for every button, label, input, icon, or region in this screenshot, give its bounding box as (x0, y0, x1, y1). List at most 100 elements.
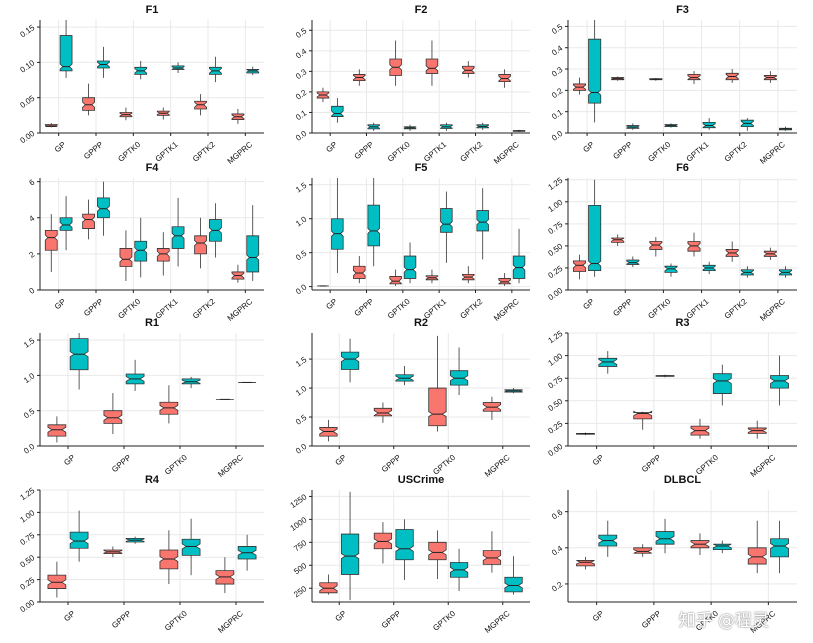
box-gptk0-teal (134, 60, 148, 80)
box-body (588, 38, 602, 104)
x-tick-label: GP (591, 609, 606, 623)
x-tick-label: GP (62, 609, 77, 623)
box-gppp-teal (367, 122, 380, 131)
y-tick-label: 0.25 (546, 264, 564, 281)
box-gptk2-teal (209, 203, 222, 258)
box-body (103, 410, 123, 424)
box-gptk2-red (462, 266, 475, 284)
y-tick-label: 0.50 (18, 553, 36, 570)
y-tick-label: 1.5 (294, 355, 309, 369)
box-gptk2-teal (740, 266, 754, 278)
y-tick-label: 0.4 (550, 43, 565, 57)
box-body (747, 547, 767, 565)
x-tick-label: GPTK0 (386, 140, 412, 164)
panel-title: F1 (146, 4, 159, 16)
box-body (134, 240, 148, 262)
y-tick-label: 1000 (289, 515, 309, 533)
box-gptk2-red (194, 217, 207, 269)
y-tick-label: 1.5 (294, 180, 309, 194)
box-gppp-teal (655, 374, 675, 378)
x-tick-label: GPPP (611, 140, 634, 161)
box-gptk1-teal (171, 197, 185, 267)
x-tick-label: GPTK0 (116, 297, 142, 321)
box-body (428, 387, 447, 427)
panel-title: R2 (414, 317, 428, 329)
box-gptk0-red (428, 530, 447, 580)
box-gptk0-red (159, 385, 179, 424)
box-mgprc-teal (246, 205, 260, 281)
y-tick-label: 0.0 (550, 129, 565, 143)
y-tick-label: 1250 (289, 492, 309, 510)
x-tick-label: MGPRC (216, 609, 245, 635)
box-mgprc-red (231, 108, 245, 124)
box-gptk1-red (687, 232, 701, 257)
box-gppp-red (373, 402, 393, 423)
x-tick-label: GPTK2 (191, 297, 217, 321)
box-gp-teal (59, 20, 73, 78)
box-body (462, 65, 475, 74)
x-tick-label: GP (333, 453, 348, 467)
y-tick-label: 1.0 (294, 384, 309, 398)
y-tick-label: 0.0 (294, 129, 309, 143)
box-gptk0-teal (403, 124, 417, 131)
y-tick-label: 1.00 (546, 351, 564, 368)
box-mgprc-teal (770, 520, 789, 574)
box-gppp-red (353, 69, 366, 86)
box-gp-red (44, 214, 58, 272)
y-tick-label: 0.0 (294, 282, 309, 296)
box-gppp-teal (626, 256, 640, 268)
x-tick-label: GP (333, 609, 348, 623)
box-gptk2-red (462, 61, 475, 78)
box-body (403, 255, 417, 279)
x-tick-label: GPPP (353, 140, 376, 161)
x-tick-label: MGPRC (492, 297, 521, 323)
box-gptk0-teal (712, 540, 732, 554)
y-tick-label: 0.1 (550, 107, 565, 121)
box-body (395, 529, 414, 561)
box-body (576, 560, 595, 567)
x-tick-label: GPTK1 (685, 140, 711, 164)
y-tick-label: 0.6 (550, 507, 565, 521)
y-tick-label: 6 (28, 177, 37, 187)
box-gptk0-red (690, 418, 710, 439)
x-tick-label: GP (324, 297, 339, 311)
y-tick-label: 0.25 (546, 419, 564, 436)
panel-title: R4 (145, 474, 160, 486)
panel-f2: F2 0.0 0.1 0.2 0.3 0.4 0.5 GP GPPP GPTK0 GPTK1 GPTK… (294, 4, 530, 166)
box-body (367, 204, 380, 247)
box-gptk1-red (425, 40, 439, 86)
x-tick-label: GP (581, 297, 596, 311)
panel-f5: F50.00.51.01.5GP GPPP GPTK0 GPTK1 GPTK2 MGPRC (294, 162, 530, 323)
box-gp-red (47, 416, 67, 443)
y-tick-label: 0.00 (546, 286, 564, 303)
box-gptk1-red (156, 232, 170, 276)
box-body (588, 204, 602, 271)
box-gp-teal (331, 178, 344, 274)
box-body (44, 229, 58, 251)
box-gptk1-red (687, 71, 701, 84)
x-tick-label: GPPP (82, 140, 105, 161)
box-gptk1-teal (171, 62, 185, 73)
box-gptk1-teal (702, 261, 716, 275)
y-tick-label: 0.5 (294, 26, 309, 40)
box-gp-red (576, 432, 595, 436)
box-mgprc-teal (778, 266, 792, 278)
box-mgprc-red (231, 264, 245, 283)
x-tick-label: MGPRC (758, 140, 787, 166)
box-gptk1-teal (702, 118, 716, 130)
x-tick-label: MGPRC (749, 453, 778, 479)
box-body (702, 121, 716, 129)
box-gptk2-teal (740, 118, 754, 131)
box-gptk1-red (156, 107, 170, 120)
y-tick-label: 1.25 (546, 329, 564, 346)
box-gptk0-red (389, 269, 402, 286)
y-tick-label: 1.0 (22, 371, 37, 385)
box-body (440, 208, 453, 233)
box-gptk0-teal (181, 376, 201, 389)
y-tick-label: 0.3 (550, 65, 565, 79)
box-mgprc-teal (778, 126, 792, 131)
y-tick-label: 0.2 (550, 86, 565, 100)
x-tick-label: GPPP (353, 297, 376, 318)
